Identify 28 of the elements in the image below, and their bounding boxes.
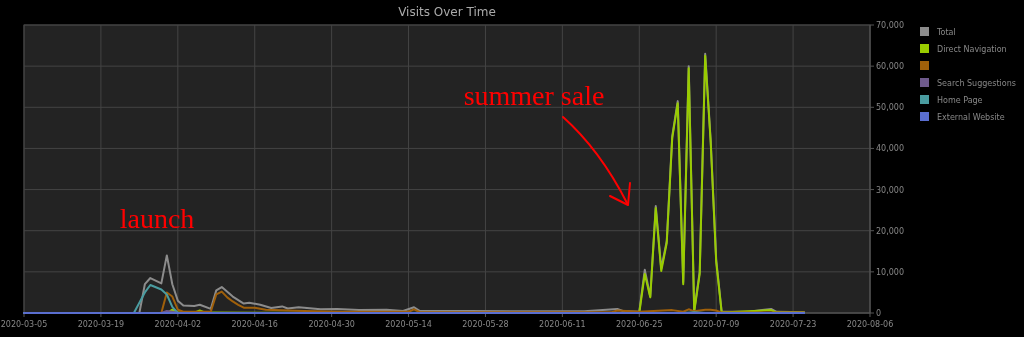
y-tick-label: 10,000 (876, 267, 904, 277)
x-tick-label: 2020-04-16 (231, 320, 278, 329)
legend-label: External Website (937, 113, 1005, 122)
y-tick-label: 20,000 (876, 226, 904, 236)
x-tick-label: 2020-04-02 (154, 320, 202, 329)
annotation: summer sale (463, 80, 605, 111)
x-tick-label: 2020-08-06 (846, 320, 894, 329)
annotation: launch (119, 203, 195, 234)
x-tick-label: 2020-05-14 (385, 320, 432, 329)
y-tick-label: 40,000 (876, 144, 904, 154)
legend-label: Home Page (937, 96, 983, 105)
x-tick-label: 2020-04-30 (308, 320, 355, 329)
x-tick-label: 2020-05-28 (462, 320, 509, 329)
x-tick-label: 2020-03-19 (77, 320, 125, 329)
legend-label: Total (936, 28, 956, 37)
legend-label: Search Suggestions (937, 79, 1016, 88)
x-tick-label: 2020-03-05 (0, 320, 48, 329)
x-tick-label: 2020-06-11 (539, 320, 586, 329)
x-tick-label: 2020-07-23 (769, 320, 817, 329)
y-tick-label: 30,000 (876, 185, 904, 195)
y-tick-label: 0 (876, 309, 882, 318)
chart-title: Visits Over Time (398, 5, 496, 19)
x-tick-label: 2020-06-25 (616, 320, 663, 329)
legend-label: Direct Navigation (937, 45, 1007, 54)
y-tick-label: 50,000 (876, 103, 904, 113)
x-tick-label: 2020-07-09 (692, 320, 740, 329)
y-tick-label: 70,000 (876, 21, 904, 30)
y-tick-label: 60,000 (876, 62, 904, 72)
